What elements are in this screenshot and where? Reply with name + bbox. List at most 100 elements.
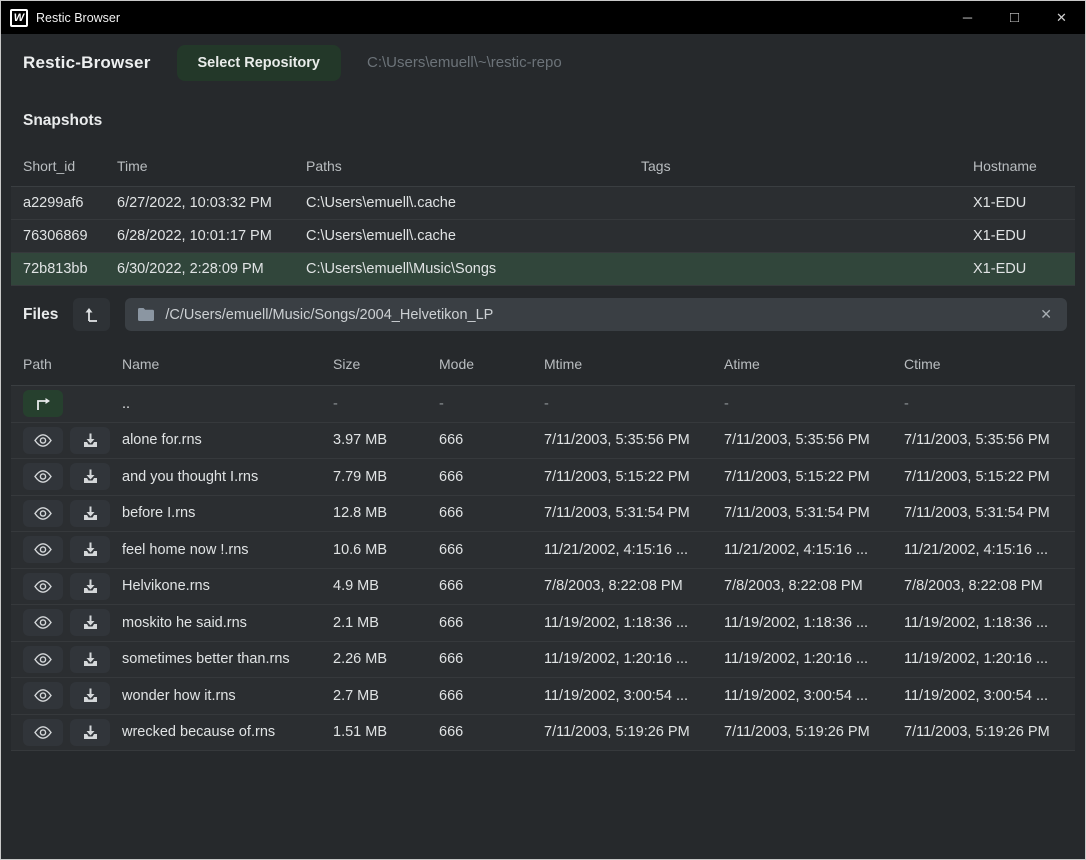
snapshot-short-id: a2299af6: [23, 195, 84, 211]
file-row[interactable]: and you thought I.rns 7.79 MB 666 7/11/2…: [11, 459, 1075, 496]
file-ctime: 11/21/2002, 4:15:16 ...: [904, 541, 1049, 558]
column-header-hostname: Hostname: [973, 157, 1037, 174]
snapshot-row[interactable]: 76306869 6/28/2022, 10:01:17 PM C:\Users…: [11, 220, 1075, 253]
eye-icon: [34, 689, 52, 703]
preview-file-button[interactable]: [23, 572, 63, 600]
wails-logo-icon: W: [10, 8, 28, 27]
file-mtime: 7/11/2003, 5:19:26 PM: [544, 724, 690, 741]
clear-path-button[interactable]: ✕: [1040, 306, 1052, 322]
titlebar: W Restic Browser ─ □ ✕: [1, 1, 1085, 34]
file-mtime: 7/11/2003, 5:15:22 PM: [544, 468, 690, 485]
eye-icon: [34, 543, 52, 557]
snapshots-section-title: Snapshots: [23, 112, 103, 129]
column-header-path: Path: [23, 355, 52, 372]
file-size: 3.97 MB: [333, 432, 387, 449]
parent-directory-icon: [35, 397, 51, 411]
file-mode: 666: [439, 541, 464, 558]
download-file-button[interactable]: [70, 426, 110, 454]
set-root-path-button[interactable]: [73, 298, 111, 331]
download-icon: [83, 469, 98, 484]
file-row[interactable]: wonder how it.rns 2.7 MB 666 11/19/2002,…: [11, 678, 1075, 715]
download-file-button[interactable]: [70, 609, 110, 637]
preview-file-button[interactable]: [23, 499, 63, 527]
file-mode: 666: [439, 687, 464, 704]
download-file-button[interactable]: [70, 682, 110, 710]
snapshot-time: 6/30/2022, 2:28:09 PM: [117, 261, 264, 277]
file-row[interactable]: feel home now !.rns 10.6 MB 666 11/21/20…: [11, 532, 1075, 569]
parent-directory-row[interactable]: .. - - - - -: [11, 386, 1075, 423]
file-name: wonder how it.rns: [122, 687, 236, 704]
download-icon: [83, 725, 98, 740]
file-name: alone for.rns: [122, 432, 202, 449]
file-atime: 11/19/2002, 1:20:16 ...: [724, 651, 869, 668]
file-ctime: 11/19/2002, 3:00:54 ...: [904, 687, 1049, 704]
maximize-button[interactable]: □: [991, 1, 1038, 34]
app-title: Restic-Browser: [23, 52, 151, 72]
file-row[interactable]: Helvikone.rns 4.9 MB 666 7/8/2003, 8:22:…: [11, 568, 1075, 605]
snapshot-hostname: X1-EDU: [973, 261, 1027, 277]
current-path-value: /C/Users/emuell/Music/Songs/2004_Helveti…: [165, 306, 494, 323]
file-mtime: 11/19/2002, 1:18:36 ...: [544, 614, 689, 631]
preview-file-button[interactable]: [23, 645, 63, 673]
download-icon: [83, 615, 98, 630]
snapshot-row[interactable]: 72b813bb 6/30/2022, 2:28:09 PM C:\Users\…: [11, 253, 1075, 286]
repository-path: C:\Users\emuell\~\restic-repo: [367, 54, 562, 71]
file-ctime: 11/19/2002, 1:18:36 ...: [904, 614, 1049, 631]
snapshot-paths: C:\Users\emuell\Music\Songs: [306, 261, 497, 277]
download-icon: [83, 542, 98, 557]
eye-icon: [34, 579, 52, 593]
snapshot-time: 6/28/2022, 10:01:17 PM: [117, 228, 272, 244]
column-header-mtime: Mtime: [544, 355, 583, 372]
preview-file-button[interactable]: [23, 609, 63, 637]
download-file-button[interactable]: [70, 718, 110, 746]
file-ctime: 7/11/2003, 5:19:26 PM: [904, 724, 1050, 741]
download-file-button[interactable]: [70, 463, 110, 491]
file-size: 2.7 MB: [333, 687, 379, 704]
go-to-parent-button[interactable]: [23, 390, 63, 418]
files-table-header: Path Name Size Mode Mtime Atime Ctime: [11, 342, 1075, 386]
download-file-button[interactable]: [70, 499, 110, 527]
file-mtime: 7/11/2003, 5:31:54 PM: [544, 505, 690, 522]
file-size: 1.51 MB: [333, 724, 387, 741]
file-row[interactable]: sometimes better than.rns 2.26 MB 666 11…: [11, 641, 1075, 678]
file-name: before I.rns: [122, 505, 196, 522]
snapshot-short-id: 76306869: [23, 228, 88, 244]
file-row[interactable]: alone for.rns 3.97 MB 666 7/11/2003, 5:3…: [11, 422, 1075, 459]
minimize-button[interactable]: ─: [944, 1, 991, 34]
column-header-mode: Mode: [439, 355, 475, 372]
column-header-time: Time: [117, 157, 148, 174]
snapshot-paths: C:\Users\emuell\.cache: [306, 228, 456, 244]
download-file-button[interactable]: [70, 572, 110, 600]
file-mode: 666: [439, 505, 464, 522]
close-button[interactable]: ✕: [1038, 1, 1085, 34]
file-row[interactable]: before I.rns 12.8 MB 666 7/11/2003, 5:31…: [11, 495, 1075, 532]
download-file-button[interactable]: [70, 536, 110, 564]
file-atime: 11/19/2002, 1:18:36 ...: [724, 614, 869, 631]
eye-icon: [34, 433, 52, 447]
file-mode: 666: [439, 432, 464, 449]
preview-file-button[interactable]: [23, 718, 63, 746]
eye-icon: [34, 725, 52, 739]
current-path-input[interactable]: /C/Users/emuell/Music/Songs/2004_Helveti…: [125, 298, 1067, 331]
eye-icon: [34, 470, 52, 484]
eye-icon: [34, 616, 52, 630]
file-mode: 666: [439, 724, 464, 741]
file-ctime: 7/11/2003, 5:31:54 PM: [904, 505, 1050, 522]
file-ctime: 7/11/2003, 5:15:22 PM: [904, 468, 1050, 485]
download-file-button[interactable]: [70, 645, 110, 673]
file-name: and you thought I.rns: [122, 468, 259, 485]
column-header-short-id: Short_id: [23, 157, 76, 174]
preview-file-button[interactable]: [23, 682, 63, 710]
select-repository-button[interactable]: Select Repository: [176, 44, 342, 81]
file-atime: 11/21/2002, 4:15:16 ...: [724, 541, 869, 558]
file-row[interactable]: wrecked because of.rns 1.51 MB 666 7/11/…: [11, 714, 1075, 751]
preview-file-button[interactable]: [23, 536, 63, 564]
preview-file-button[interactable]: [23, 426, 63, 454]
file-row[interactable]: moskito he said.rns 2.1 MB 666 11/19/200…: [11, 605, 1075, 642]
parent-mtime: -: [544, 395, 549, 412]
preview-file-button[interactable]: [23, 463, 63, 491]
file-mode: 666: [439, 468, 464, 485]
snapshot-paths: C:\Users\emuell\.cache: [306, 195, 456, 211]
snapshot-row[interactable]: a2299af6 6/27/2022, 10:03:32 PM C:\Users…: [11, 187, 1075, 220]
